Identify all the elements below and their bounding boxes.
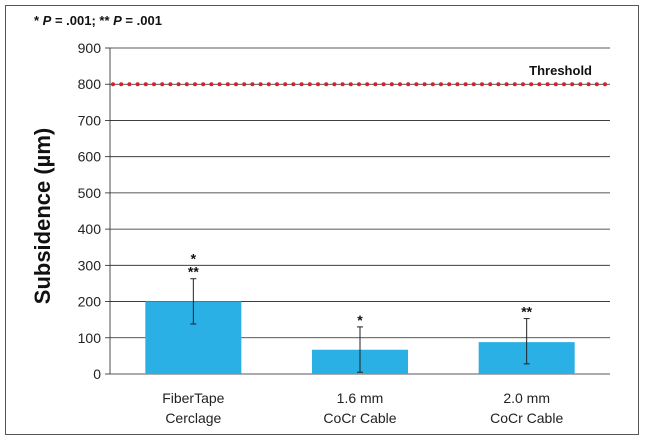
y-tick-labels: 0 100 200 300 400 500 600 700 800 900 [78,40,102,382]
y-tick-label: 600 [78,149,102,165]
significance-mark: * [357,312,363,328]
x-category-label: CoCr Cable [490,410,563,426]
significance-mark: ** [521,304,532,320]
y-tick-label: 800 [78,76,102,92]
y-tick-label: 0 [93,366,101,382]
sig-star-1: * [34,13,43,28]
x-category-label: FiberTape [162,390,224,406]
significance-note: * P = .001; ** P = .001 [34,13,162,28]
error-bars [190,278,530,373]
y-tick-label: 200 [78,294,102,310]
sig-eq-1: = .001; [51,13,100,28]
y-axis-label: Subsidence (µm) [30,128,55,304]
significance-mark: * [191,251,197,267]
significance-mark: ** [188,264,199,280]
x-category-label: CoCr Cable [323,410,396,426]
threshold-group: Threshold [111,63,612,87]
y-tick-label: 500 [78,185,102,201]
y-tick-label: 400 [78,221,102,237]
sig-eq-2: = .001 [121,13,162,28]
x-category-labels: FiberTape Cerclage 1.6 mm CoCr Cable 2.0 mm C… [162,390,563,426]
y-tick-label: 900 [78,40,102,56]
sig-p-1: P [42,13,52,28]
y-tick-label: 700 [78,112,102,128]
threshold-label: Threshold [529,63,592,78]
bars [145,301,575,374]
x-category-label: Cerclage [165,410,221,426]
y-tick-label: 100 [78,330,102,346]
sig-star-2: ** [99,13,114,28]
x-category-label: 2.0 mm [503,390,550,406]
significance-marks: ****** [188,251,533,328]
sig-p-2: P [113,13,122,28]
y-tick-label: 300 [78,257,102,273]
x-category-label: 1.6 mm [337,390,384,406]
